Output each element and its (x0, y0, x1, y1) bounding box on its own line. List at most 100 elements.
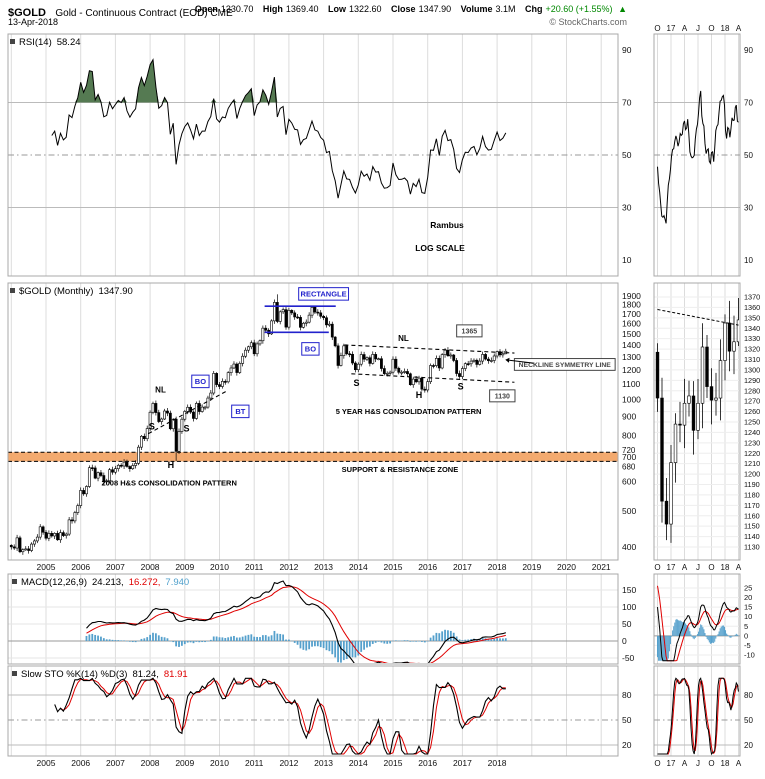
macd-value-1: 24.213, (92, 577, 124, 588)
svg-text:2009: 2009 (175, 562, 194, 572)
svg-text:NL: NL (398, 334, 409, 343)
sto-series (54, 677, 506, 755)
support-resistance-zone (8, 451, 618, 462)
svg-text:S: S (184, 424, 190, 434)
annotations: RECTANGLE BO NL 1365 1130 S H S 5 YEAR H&S CONSO… (101, 287, 616, 487)
svg-text:50: 50 (744, 151, 753, 160)
svg-text:25: 25 (744, 584, 752, 593)
svg-text:NL: NL (155, 385, 166, 394)
sto-panel-label: Slow STO %K(14) %D(3) 81.24, 81.91 (12, 669, 188, 680)
quote-low-value: 1322.60 (348, 4, 382, 14)
svg-text:1130: 1130 (744, 543, 760, 552)
svg-text:2016: 2016 (418, 562, 437, 572)
svg-text:O: O (708, 759, 714, 768)
svg-text:20: 20 (744, 593, 752, 602)
quote-open-value: 1330.70 (220, 4, 254, 14)
svg-text:H: H (168, 460, 175, 470)
svg-text:2017: 2017 (453, 758, 472, 768)
symbol: $GOLD (8, 7, 46, 19)
svg-text:NECKLINE SYMMETRY LINE: NECKLINE SYMMETRY LINE (519, 362, 612, 369)
sto-value-1: 81.24, (132, 669, 159, 680)
svg-text:2015: 2015 (384, 758, 403, 768)
quote-close-label: Close (391, 4, 416, 14)
svg-text:2007: 2007 (106, 562, 125, 572)
rsi-panel-marker-icon (10, 39, 15, 44)
watermark-rambus: Rambus (430, 220, 464, 230)
svg-text:5 YEAR H&S CONSOLIDATION PATTE: 5 YEAR H&S CONSOLIDATION PATTERN (336, 407, 482, 416)
gridlines (8, 34, 740, 756)
change-up-icon: ▲ (618, 4, 627, 14)
svg-text:30: 30 (622, 203, 632, 213)
sto-value-2: 81.91 (163, 669, 188, 680)
quote-volume-label: Volume (460, 4, 493, 14)
svg-text:S: S (458, 382, 464, 392)
svg-text:1370: 1370 (744, 293, 760, 302)
svg-text:680: 680 (622, 462, 636, 471)
macd-panel-marker-icon (12, 579, 17, 584)
svg-text:800: 800 (622, 430, 636, 440)
svg-text:18: 18 (721, 759, 730, 768)
svg-text:2006: 2006 (71, 562, 90, 572)
svg-text:O: O (654, 563, 660, 572)
macd-series-mini (657, 585, 739, 662)
svg-text:1290: 1290 (744, 376, 760, 385)
quote-open-label: Open (194, 4, 218, 14)
svg-text:1330: 1330 (744, 334, 760, 343)
svg-text:1190: 1190 (744, 480, 760, 489)
svg-text:1340: 1340 (744, 324, 760, 333)
rsi-value: 58.24 (56, 37, 81, 48)
rsi-panel-label: RSI(14) 58.24 (10, 37, 81, 48)
svg-text:2013: 2013 (314, 758, 333, 768)
quote-high-label: High (262, 4, 283, 14)
svg-text:2014: 2014 (349, 562, 368, 572)
sto-series-mini (657, 677, 739, 755)
svg-text:1800: 1800 (622, 300, 641, 310)
svg-text:1230: 1230 (744, 438, 760, 447)
svg-text:2010: 2010 (210, 562, 229, 572)
svg-text:1600: 1600 (622, 319, 641, 329)
svg-text:SUPPORT & RESISTANCE ZONE: SUPPORT & RESISTANCE ZONE (342, 465, 459, 474)
svg-text:1240: 1240 (744, 428, 760, 437)
svg-text:600: 600 (622, 477, 636, 487)
svg-text:-50: -50 (622, 653, 635, 663)
rsi-series (51, 58, 507, 199)
svg-text:2009: 2009 (175, 758, 194, 768)
svg-text:A: A (682, 24, 688, 33)
svg-text:1270: 1270 (744, 397, 760, 406)
svg-text:18: 18 (721, 563, 730, 572)
svg-text:BO: BO (305, 345, 316, 354)
svg-text:1210: 1210 (744, 459, 760, 468)
svg-text:2018: 2018 (488, 758, 507, 768)
svg-text:1170: 1170 (744, 501, 760, 510)
svg-text:1310: 1310 (744, 355, 760, 364)
svg-text:S: S (149, 422, 155, 432)
macd-value-3: 7.940 (165, 577, 190, 588)
svg-text:O: O (654, 759, 660, 768)
svg-text:17: 17 (667, 759, 676, 768)
svg-text:2012: 2012 (279, 562, 298, 572)
macd-panel-label: MACD(12,26,9) 24.213, 16.272, 7.940 (12, 577, 189, 588)
svg-text:80: 80 (622, 690, 632, 700)
svg-text:30: 30 (744, 204, 753, 213)
svg-text:1160: 1160 (744, 511, 760, 520)
svg-text:0: 0 (744, 631, 748, 640)
svg-text:1000: 1000 (622, 394, 641, 404)
svg-text:50: 50 (744, 716, 753, 725)
price-candles (9, 294, 508, 555)
svg-text:2019: 2019 (522, 562, 541, 572)
quote-chg-value: +20.60 (+1.55%) (545, 4, 613, 14)
svg-text:A: A (736, 759, 742, 768)
price-candles-mini (655, 298, 739, 543)
svg-text:1130: 1130 (495, 393, 510, 400)
svg-text:400: 400 (622, 542, 636, 552)
svg-text:1100: 1100 (622, 379, 641, 389)
svg-text:S: S (354, 378, 360, 388)
svg-text:1150: 1150 (744, 522, 760, 531)
svg-text:2005: 2005 (37, 758, 56, 768)
svg-text:2011: 2011 (245, 758, 264, 768)
macd-series (85, 580, 507, 663)
sto-panel-marker-icon (12, 671, 17, 676)
svg-text:20: 20 (622, 740, 632, 750)
